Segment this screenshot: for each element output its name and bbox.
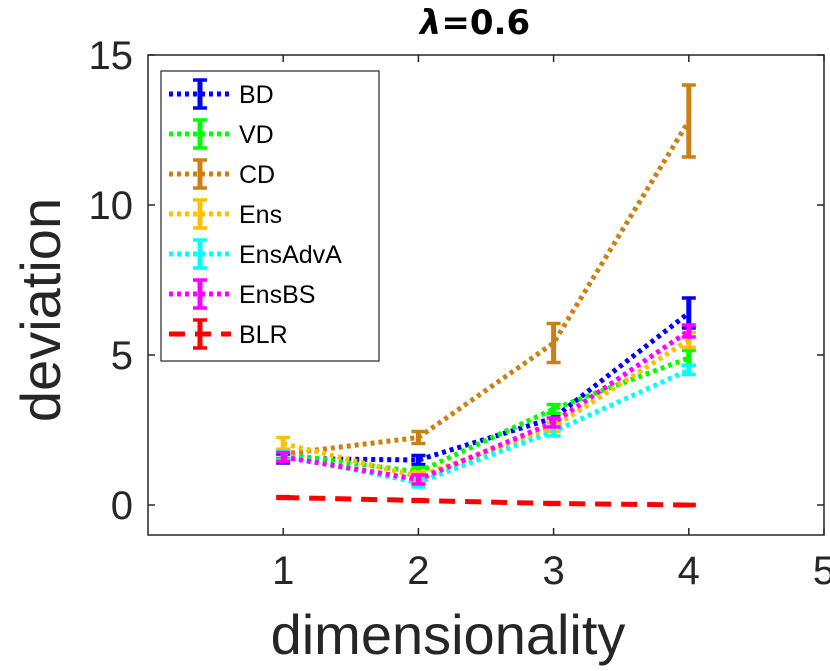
y-tick-label: 5	[111, 334, 133, 378]
legend-label-vd: VD	[239, 121, 274, 149]
legend-item-ensbs: EnsBS	[169, 278, 315, 310]
legend-item-ensadva: EnsAdvA	[169, 238, 342, 270]
x-axis-label: dimensionality	[271, 603, 626, 666]
series-line-cd	[282, 119, 691, 457]
legend-label-ensbs: EnsBS	[239, 281, 315, 309]
chart-title-lambda: λ	[418, 3, 442, 43]
legend-label-ensadva: EnsAdvA	[239, 241, 342, 269]
series-line-vd	[282, 355, 690, 475]
legend: BD VD CD Ens EnsAdvA EnsBS BLR	[160, 70, 380, 362]
legend-item-cd: CD	[169, 158, 275, 190]
y-tick-label: 0	[111, 484, 133, 528]
series-line-bd	[283, 311, 691, 463]
legend-label-bd: BD	[239, 81, 274, 109]
legend-label-blr: BLR	[239, 321, 288, 349]
series-line-ensadva	[282, 367, 690, 486]
legend-item-bd: BD	[169, 78, 274, 110]
y-axis-label: deviation	[9, 198, 72, 422]
plot-area: 1 2 3 4 5 0 5 10 15	[89, 34, 830, 593]
x-tick-label: 1	[272, 549, 294, 593]
series-ensbs	[276, 323, 696, 486]
plot-box	[147, 54, 825, 536]
legend-label-cd: CD	[239, 161, 275, 189]
legend-label-ens: Ens	[239, 201, 282, 229]
legend-item-vd: VD	[169, 118, 274, 150]
legend-item-blr: BLR	[169, 318, 288, 350]
chart-title-value: =0.6	[441, 3, 530, 43]
y-tick-label: 10	[89, 184, 134, 228]
series-blr	[276, 494, 696, 508]
series-line-blr	[283, 495, 689, 508]
legend-item-ens: Ens	[169, 198, 282, 230]
x-tick-label: 5	[813, 549, 830, 593]
series-line-ensbs	[282, 328, 691, 483]
x-tick-label: 4	[678, 549, 700, 593]
x-tick-label: 3	[542, 549, 564, 593]
x-tick-label: 2	[407, 549, 429, 593]
y-tick-label: 15	[89, 34, 134, 78]
chart-title: λ=0.6	[418, 3, 530, 43]
